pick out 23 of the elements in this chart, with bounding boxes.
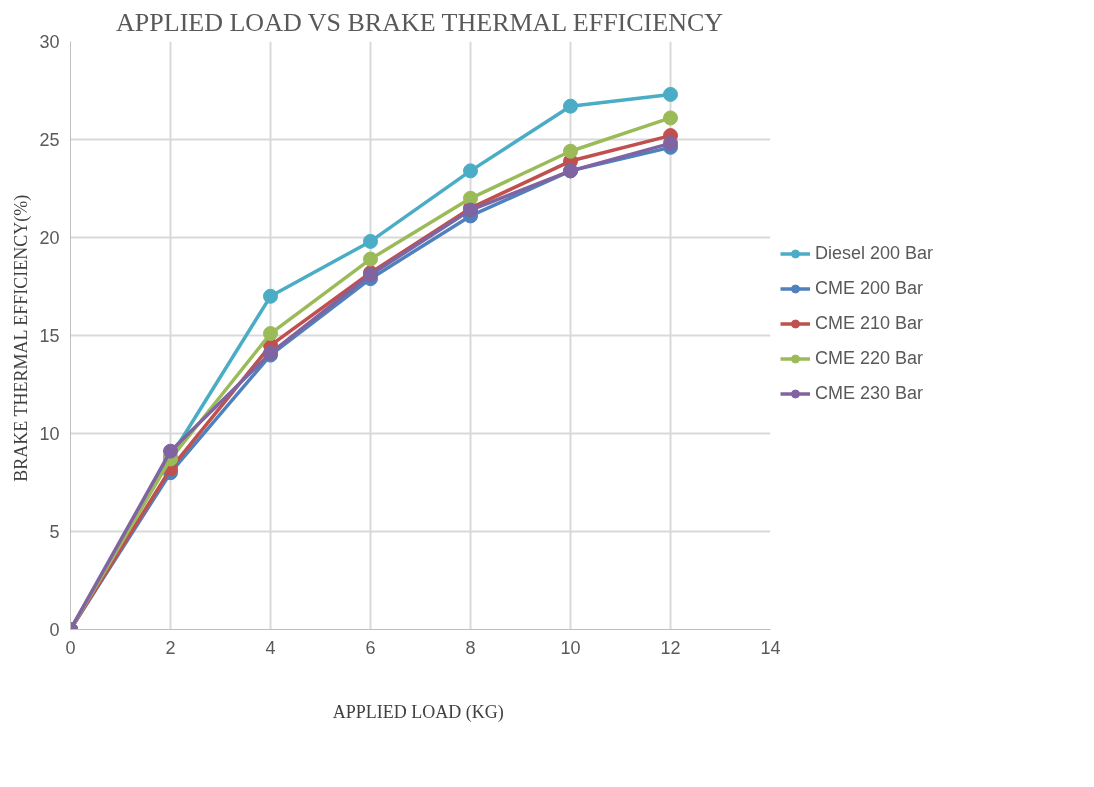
y-tick-label: 0 (49, 620, 60, 640)
x-tick-label: 8 (465, 637, 476, 658)
y-tick-label: 5 (49, 522, 60, 542)
y-axis-title: BRAKE THERMAL EFFICIENCY(%) (11, 194, 33, 482)
x-tick-label: 12 (660, 637, 681, 658)
x-tick-label: 0 (65, 637, 76, 658)
y-tick-label: 25 (39, 130, 60, 150)
legend-label: CME 210 Bar (815, 312, 924, 334)
legend-label: CME 230 Bar (815, 382, 924, 404)
x-tick-label: 6 (365, 637, 376, 658)
legend-label: CME 220 Bar (815, 347, 924, 369)
y-tick-label: 10 (39, 424, 60, 444)
y-tick-label: 30 (39, 32, 60, 52)
y-tick-label: 15 (39, 326, 60, 346)
legend-label: Diesel 200 Bar (815, 242, 934, 264)
chart-title: APPLIED LOAD VS BRAKE THERMAL EFFICIENCY (116, 7, 724, 37)
x-tick-label: 4 (265, 637, 276, 658)
x-tick-label: 10 (560, 637, 581, 658)
y-tick-label: 20 (39, 228, 60, 248)
x-axis-title: APPLIED LOAD (KG) (332, 701, 504, 723)
x-tick-label: 2 (165, 637, 176, 658)
x-tick-label: 14 (760, 637, 781, 658)
legend-label: CME 200 Bar (815, 277, 924, 299)
